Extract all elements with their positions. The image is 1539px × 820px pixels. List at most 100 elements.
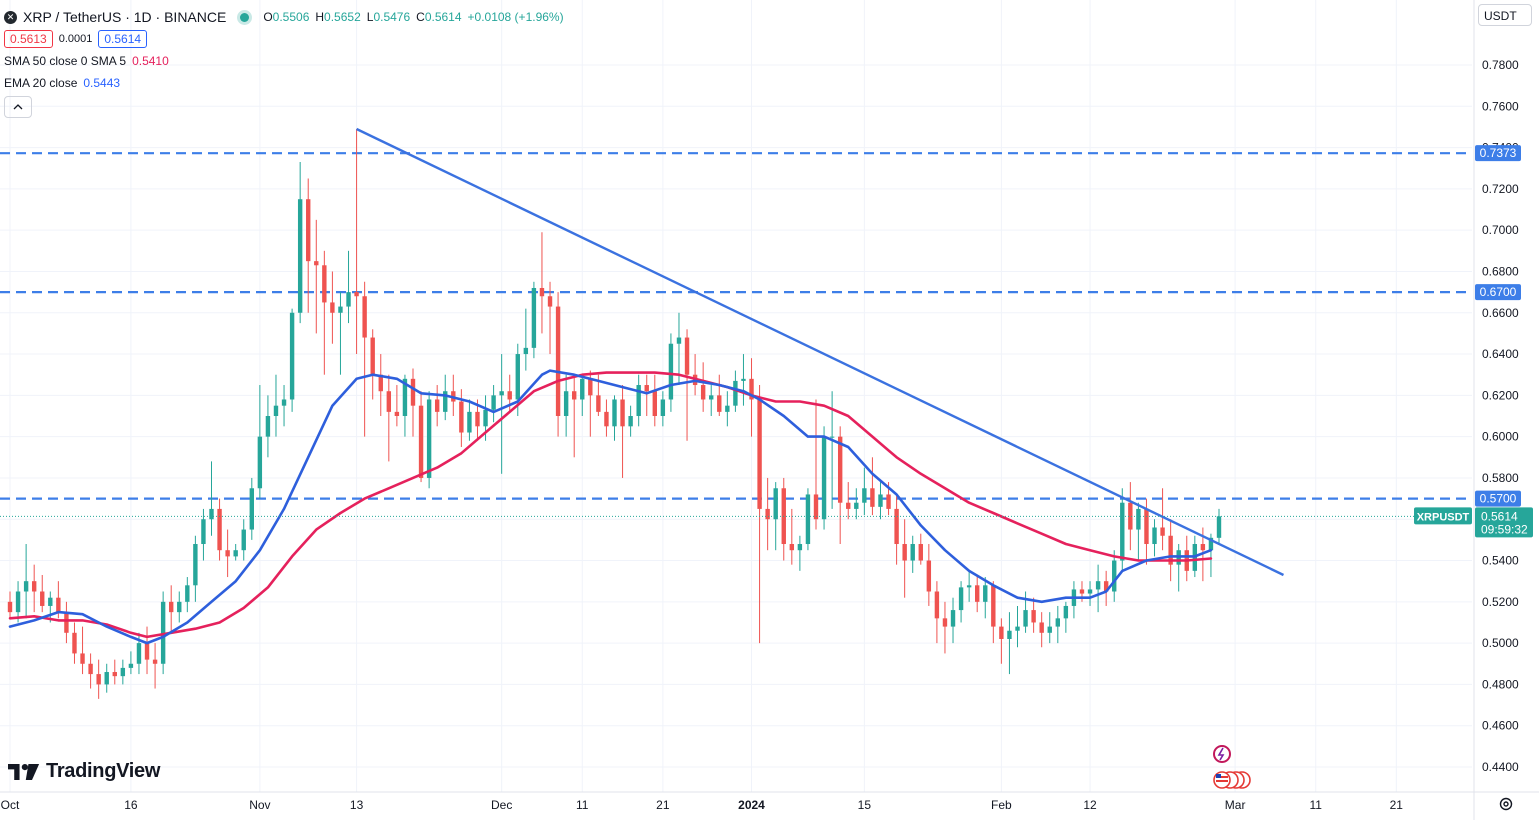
y-tick-label: 0.5800: [1482, 471, 1519, 485]
candle-body: [604, 411, 609, 427]
candle-body: [426, 399, 432, 478]
candle-body: [1103, 581, 1109, 592]
trade-row: 0.5613 0.0001 0.5614: [4, 28, 570, 50]
gear-icon[interactable]: [1498, 796, 1514, 812]
candle-body: [491, 395, 496, 410]
candle-body: [1208, 537, 1214, 551]
ohlc-close: C0.5614: [416, 10, 461, 24]
candle-body: [338, 306, 343, 313]
candle-body: [668, 343, 674, 400]
candle-body: [805, 494, 811, 545]
candle-body: [362, 296, 367, 338]
candle-body: [531, 287, 537, 348]
candle-body: [958, 587, 964, 611]
x-tick-label: Mar: [1225, 798, 1246, 812]
symbol-tag: [1414, 507, 1472, 525]
candle-body: [588, 378, 593, 396]
y-tick-label: 0.6200: [1482, 388, 1519, 402]
level-price-label: 0.7373: [1480, 146, 1517, 160]
indicator-sma[interactable]: SMA 50 close 0 SMA 5 0.5410: [4, 50, 570, 72]
candle-body: [297, 199, 303, 313]
y-tick-label: 0.6600: [1482, 306, 1519, 320]
candle-body: [725, 405, 730, 412]
y-tick-label: 0.7600: [1482, 99, 1519, 113]
candle-body: [1015, 626, 1020, 631]
chart-legend: ✕ XRP / TetherUS · 1D · BINANCE O0.5506 …: [4, 6, 570, 118]
indicator-ema[interactable]: EMA 20 close 0.5443: [4, 72, 570, 94]
candle-body: [572, 391, 577, 400]
currency-selector[interactable]: USDT: [1478, 4, 1532, 26]
ohlc-low: L0.5476: [367, 10, 410, 24]
ohlc-open: O0.5506: [263, 10, 309, 24]
candle-body: [64, 612, 69, 633]
candle-body: [1112, 560, 1117, 592]
x-tick-label: 15: [858, 798, 872, 812]
time-axis[interactable]: Oct 16 Nov 13 Dec 11 21 2024 15 Feb 12 Mar 11 21: [0, 791, 1539, 812]
tradingview-logo[interactable]: TradingView: [8, 760, 160, 783]
candle-body: [837, 436, 843, 503]
y-tick-label: 0.4400: [1482, 760, 1519, 774]
x-tick-label: 13: [350, 798, 364, 812]
candle-body: [660, 399, 666, 416]
candle-body: [1152, 527, 1157, 545]
x-tick-label: 21: [656, 798, 670, 812]
price-axis[interactable]: 0.78000.76000.74000.72000.70000.68000.66…: [1473, 0, 1519, 820]
candle-body: [1031, 610, 1036, 623]
ohlc-close-value: 0.5614: [424, 10, 462, 24]
candle-body: [475, 411, 480, 427]
symbol-title[interactable]: XRP / TetherUS · 1D · BINANCE: [23, 9, 227, 25]
y-tick-label: 0.7800: [1482, 58, 1519, 72]
collapse-legend-button[interactable]: [4, 96, 32, 118]
candle-body: [684, 337, 690, 375]
events-icons[interactable]: [1208, 742, 1260, 792]
candle-body: [757, 399, 762, 509]
candle-body: [1128, 502, 1133, 530]
candle-body: [1168, 535, 1173, 565]
candle-body: [152, 659, 158, 664]
candle-series: [7, 129, 1222, 699]
candle-body: [676, 337, 682, 344]
candle-body: [185, 585, 190, 602]
y-tick-label: 0.4800: [1482, 677, 1519, 691]
candle-body: [169, 601, 174, 613]
candle-body: [950, 610, 956, 627]
candle-body: [910, 544, 915, 561]
candle-body: [789, 544, 795, 551]
candle-body: [459, 401, 464, 433]
sma-50-line: [8, 371, 1213, 639]
y-tick-label: 0.5200: [1482, 595, 1519, 609]
candle-body: [596, 395, 601, 412]
candle-body: [644, 385, 649, 392]
buy-button[interactable]: 0.5614: [98, 30, 148, 48]
candle-body: [991, 585, 996, 627]
y-tick-label: 0.5000: [1482, 636, 1519, 650]
candle-body: [128, 663, 134, 668]
candle-body: [201, 519, 206, 545]
candle-body: [966, 585, 972, 588]
candle-body: [580, 378, 585, 400]
y-tick-label: 0.5400: [1482, 554, 1519, 568]
candle-body: [547, 296, 553, 307]
candle-body: [72, 632, 77, 654]
candle-body: [846, 502, 851, 509]
sell-button[interactable]: 0.5613: [4, 30, 53, 48]
candle-body: [821, 436, 827, 520]
candle-body: [539, 287, 545, 297]
candle-body: [733, 380, 738, 406]
candle-body: [40, 591, 45, 606]
dividend-event-icon[interactable]: [1213, 745, 1231, 763]
candle-body: [1087, 589, 1093, 594]
tradingview-logo-text: TradingView: [46, 760, 161, 782]
indicator-ema-value: 0.5443: [83, 76, 121, 90]
economic-events-icon[interactable]: [1213, 771, 1251, 789]
candle-body: [370, 337, 375, 375]
candle-body: [1039, 622, 1044, 633]
x-icon: ✕: [4, 10, 17, 24]
candle-body: [233, 550, 238, 557]
candle-body: [7, 601, 13, 613]
candle-body: [378, 374, 383, 392]
candle-body: [217, 508, 222, 551]
candle-body: [434, 399, 440, 412]
